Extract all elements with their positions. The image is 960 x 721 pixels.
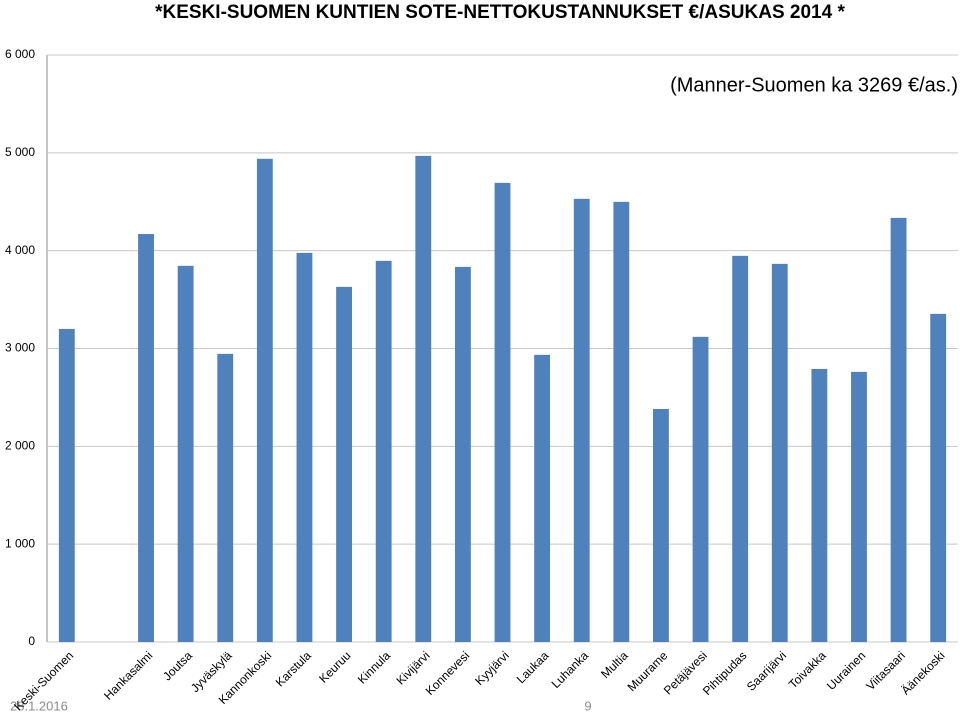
x-tick-label: Kivijärvi — [394, 648, 433, 687]
x-tick-label: Laukaa — [514, 648, 552, 686]
x-tick-label: Kyyjärvi — [472, 648, 512, 688]
bar — [851, 371, 867, 642]
bar — [217, 353, 234, 642]
bar — [177, 265, 194, 642]
footer-date: 28.1.2016 — [10, 698, 68, 713]
bar — [375, 260, 392, 642]
x-tick-label: Uurainen — [824, 648, 868, 692]
bar — [296, 252, 313, 642]
x-tick-label: Hankasalmi — [101, 648, 155, 702]
x-tick-label: Keuruu — [316, 648, 353, 685]
bar — [494, 182, 511, 642]
x-tick-label: Karstula — [273, 648, 314, 689]
bar — [454, 266, 471, 642]
x-tick-label: Äänekoski — [899, 648, 948, 697]
bar — [732, 255, 749, 642]
y-tick-label: 1 000 — [5, 536, 35, 550]
bar — [930, 313, 947, 642]
chart-subtitle: (Manner-Suomen ka 3269 €/as.) — [670, 74, 958, 96]
chart-title: *KESKI-SUOMEN KUNTIEN SOTE-NETTOKUSTANNU… — [155, 2, 845, 23]
x-tick-label: Multia — [598, 648, 631, 681]
bar — [138, 234, 154, 642]
x-tick-label: Toivakka — [786, 648, 829, 691]
bar — [534, 354, 551, 642]
y-tick-label: 5 000 — [5, 145, 35, 159]
y-tick-label: 2 000 — [5, 439, 35, 453]
bar — [613, 201, 630, 642]
x-tick-label: Saarijärvi — [744, 648, 789, 693]
bar — [811, 368, 828, 642]
x-tick-label: Luhanka — [549, 648, 592, 691]
bar — [336, 286, 352, 642]
page-number: 9 — [584, 698, 591, 713]
bar — [653, 408, 669, 642]
y-tick-label: 3 000 — [5, 341, 35, 355]
bar — [692, 336, 709, 642]
y-tick-label: 4 000 — [5, 243, 35, 257]
bar — [415, 155, 432, 643]
bar — [771, 263, 788, 642]
y-tick-label: 6 000 — [5, 47, 35, 61]
bar — [890, 217, 907, 642]
bar — [573, 198, 590, 642]
x-tick-label: Joutsa — [160, 648, 195, 683]
bar — [256, 158, 273, 643]
y-tick-label: 0 — [28, 634, 35, 648]
bar — [58, 328, 75, 642]
x-tick-label: Kinnula — [355, 648, 393, 686]
